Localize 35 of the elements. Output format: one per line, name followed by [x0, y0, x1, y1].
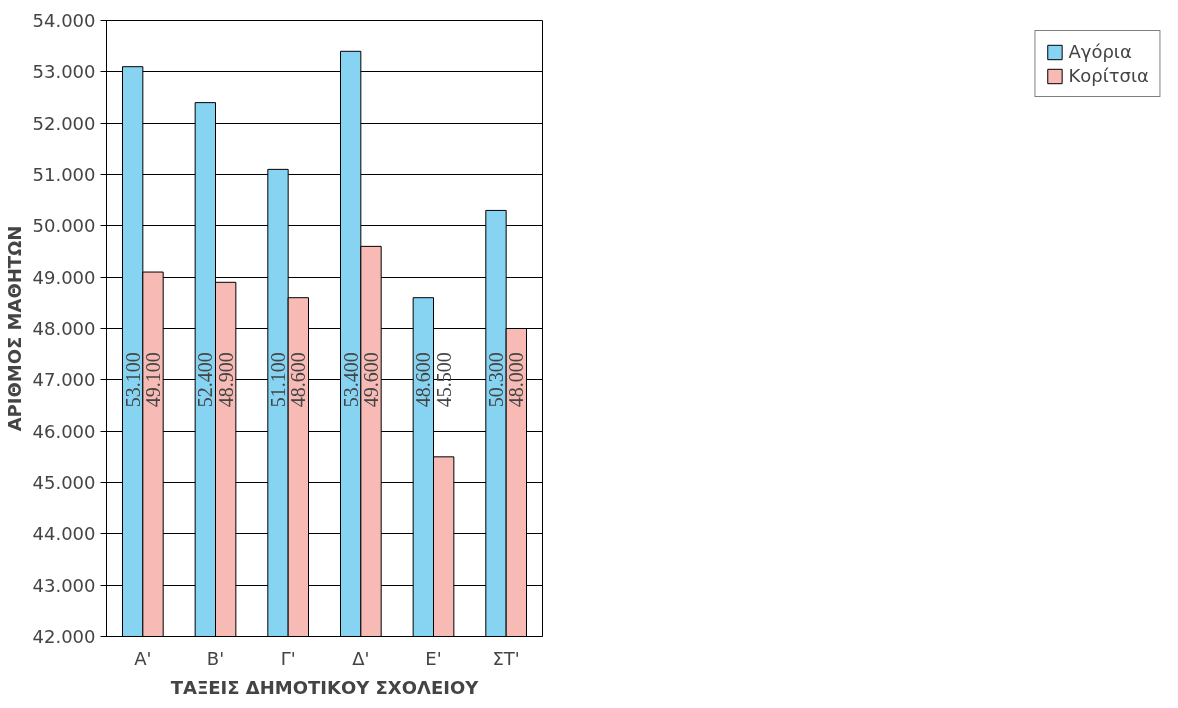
data-label: 53.400	[339, 352, 362, 408]
y-tick-label: 51.000	[32, 164, 96, 185]
y-tick-label: 50.000	[32, 215, 96, 237]
legend-label: Κορίτσια	[1068, 65, 1149, 86]
data-label: 53.100	[121, 352, 144, 408]
y-tick-label: 49.000	[32, 266, 96, 288]
y-tick-label: 52.000	[32, 112, 96, 134]
y-tick-label: 53.000	[32, 61, 96, 83]
data-label: 52.400	[194, 352, 217, 408]
data-label: 51.100	[266, 352, 289, 408]
x-tick-label: Α'	[134, 647, 152, 669]
y-tick-label: 48.000	[32, 318, 96, 339]
data-label: 49.100	[142, 352, 165, 408]
y-tick-label: 54.000	[32, 10, 96, 31]
data-label: 50.300	[484, 352, 507, 408]
y-tick-label: 46.000	[32, 420, 96, 442]
x-tick-label: Δ'	[352, 647, 370, 669]
x-tick-label: ΣΤ'	[492, 647, 520, 669]
y-tick-label: 43.000	[32, 574, 96, 596]
data-label: 48.600	[287, 352, 310, 408]
y-tick-label: 42.000	[32, 626, 96, 647]
data-label: 48.000	[505, 352, 528, 408]
data-label: 48.900	[214, 352, 237, 408]
y-tick-label: 47.000	[32, 369, 96, 391]
x-tick-label: Γ'	[280, 647, 296, 669]
y-tick-label: 45.000	[32, 472, 96, 493]
x-axis-title: ΤΑΞΕΙΣ ΔΗΜΟΤΙΚΟΥ ΣΧΟΛΕΙΟΥ	[170, 676, 480, 698]
data-label: 45.500	[432, 352, 455, 408]
y-tick-label: 44.000	[32, 523, 96, 545]
x-tick-label: Ε'	[425, 647, 442, 669]
data-label: 48.600	[412, 352, 435, 408]
legend-label: Αγόρια	[1068, 41, 1132, 62]
x-tick-label: Β'	[206, 647, 225, 669]
data-label: 49.600	[360, 352, 383, 408]
y-axis-title: ΑΡΙΘΜΟΣ ΜΑΘΗΤΩΝ	[3, 225, 25, 432]
